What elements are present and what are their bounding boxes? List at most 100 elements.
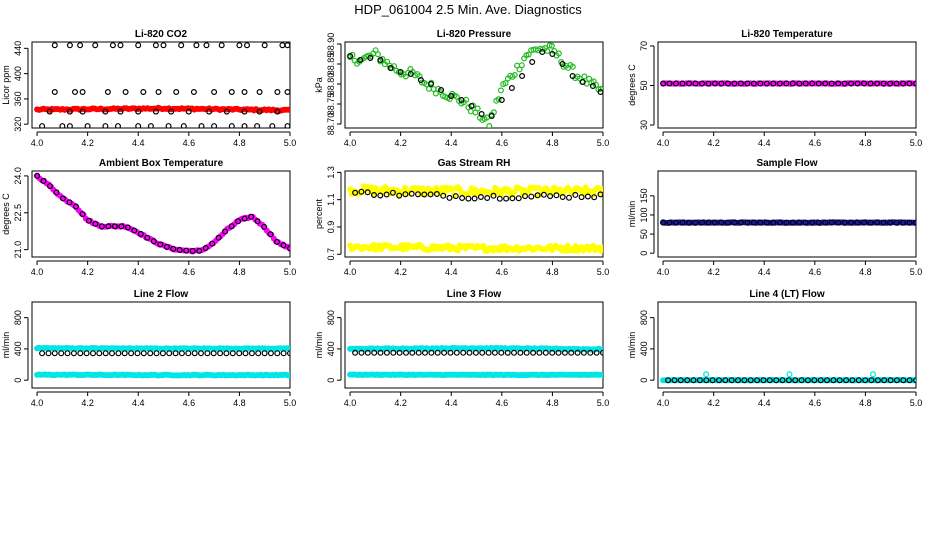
data-point xyxy=(817,377,824,384)
data-point xyxy=(488,112,495,119)
data-point xyxy=(196,247,203,254)
x-tick-label: 4.6 xyxy=(496,398,509,408)
data-point xyxy=(763,219,770,226)
data-point xyxy=(84,123,91,128)
data-point xyxy=(168,108,175,115)
data-point xyxy=(51,88,58,95)
y-tick-label: 400 xyxy=(13,341,23,356)
data-point xyxy=(117,108,124,115)
y-tick-label: 1.3 xyxy=(326,166,336,179)
data-point xyxy=(502,80,509,87)
data-point xyxy=(486,123,493,128)
data-point xyxy=(874,80,881,87)
plot-frame xyxy=(344,41,604,129)
data-point xyxy=(495,96,502,103)
data-point xyxy=(684,377,691,384)
x-tick-label: 4.8 xyxy=(859,267,872,277)
panel-title: Line 2 Flow xyxy=(134,289,189,300)
data-point xyxy=(855,377,862,384)
y-tick-label: 0 xyxy=(639,251,649,256)
y-tick-label: 88.85 xyxy=(326,53,336,76)
data-point xyxy=(85,217,92,224)
data-point xyxy=(569,72,576,79)
data-point xyxy=(529,58,536,65)
data-point xyxy=(408,190,415,197)
data-point xyxy=(690,377,697,384)
data-point xyxy=(548,42,555,49)
data-point xyxy=(536,349,543,356)
x-tick-label: 5.0 xyxy=(597,267,610,277)
data-point xyxy=(828,80,835,87)
data-point xyxy=(170,245,177,252)
data-point xyxy=(421,191,428,198)
data-point xyxy=(728,377,735,384)
y-tick-label: 1.1 xyxy=(326,193,336,206)
points-group xyxy=(347,183,603,254)
points-group xyxy=(34,172,290,255)
data-point xyxy=(770,80,777,87)
series-sample-1-sec xyxy=(660,219,916,226)
series-rh-lower-1-sec xyxy=(347,241,603,254)
data-point xyxy=(504,349,511,356)
data-point xyxy=(115,350,122,357)
data-point xyxy=(77,350,84,357)
y-axis-label: degrees C xyxy=(627,64,637,106)
data-point xyxy=(428,80,435,87)
data-point xyxy=(496,195,503,202)
data-point xyxy=(287,372,290,379)
data-point xyxy=(540,191,547,198)
series-line-3-low xyxy=(347,371,603,379)
data-point xyxy=(750,80,757,87)
data-point xyxy=(122,88,129,95)
data-point xyxy=(241,215,248,222)
data-point xyxy=(705,80,712,87)
series-line-2-low xyxy=(34,371,290,379)
data-point xyxy=(666,219,673,226)
data-point xyxy=(206,108,213,115)
data-point xyxy=(754,377,761,384)
data-point xyxy=(715,377,722,384)
y-tick-label: 800 xyxy=(13,310,23,325)
data-point xyxy=(835,80,842,87)
data-point xyxy=(267,231,274,238)
data-point xyxy=(203,42,210,49)
data-point xyxy=(131,227,138,234)
data-point xyxy=(454,247,461,254)
x-tick-label: 4.8 xyxy=(233,267,246,277)
data-point xyxy=(841,219,848,226)
data-point xyxy=(600,349,603,356)
x-tick-label: 5.0 xyxy=(284,267,297,277)
data-point xyxy=(92,42,99,49)
data-point xyxy=(835,219,842,226)
x-tick-label: 4.0 xyxy=(344,398,357,408)
data-point xyxy=(89,350,96,357)
data-point xyxy=(528,193,535,200)
data-point xyxy=(438,86,445,93)
data-point xyxy=(152,42,159,49)
data-point xyxy=(597,89,603,95)
data-point xyxy=(190,88,197,95)
data-point xyxy=(124,224,131,231)
x-tick-label: 4.8 xyxy=(233,398,246,408)
data-point xyxy=(364,189,371,196)
y-tick-label: 800 xyxy=(639,310,649,325)
data-point xyxy=(96,350,103,357)
data-point xyxy=(467,108,474,115)
x-tick-label: 4.8 xyxy=(546,267,559,277)
data-point xyxy=(417,76,424,83)
data-point xyxy=(660,80,667,87)
data-point xyxy=(843,377,850,384)
data-point xyxy=(665,377,672,384)
data-point xyxy=(581,73,588,80)
x-tick-label: 4.6 xyxy=(809,267,822,277)
series-pressure-avg xyxy=(347,48,603,119)
data-point xyxy=(731,219,738,226)
data-point xyxy=(519,72,526,79)
data-point xyxy=(222,228,229,235)
data-point xyxy=(692,219,699,226)
data-point xyxy=(913,80,916,87)
data-point xyxy=(448,92,455,99)
series-line-2-high xyxy=(34,344,290,352)
data-point xyxy=(398,71,405,78)
